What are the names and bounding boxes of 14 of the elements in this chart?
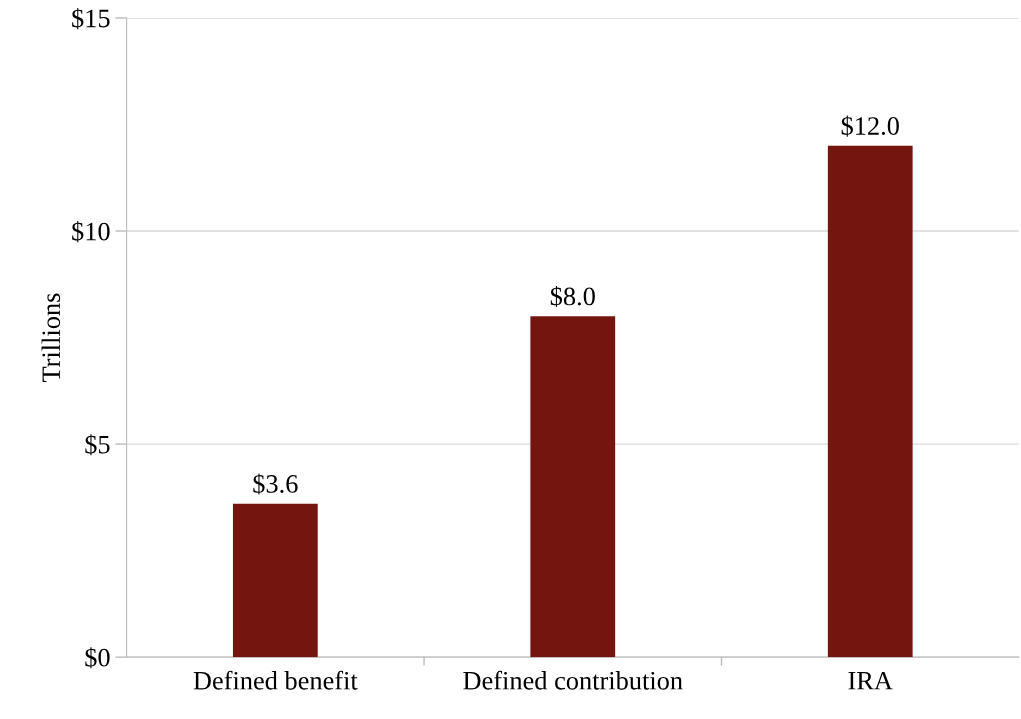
- y-axis-title: Trillions: [41, 293, 61, 383]
- x-tick-label: Defined contribution: [463, 670, 683, 690]
- y-tick-label: $10: [72, 221, 110, 243]
- bar: [232, 503, 318, 658]
- data-label: $8.0: [550, 285, 595, 308]
- x-tick-label: Defined benefit: [193, 670, 358, 690]
- y-tick-label: $15: [72, 8, 110, 30]
- bar: [530, 316, 616, 658]
- data-label: $3.6: [253, 473, 298, 495]
- bar: [827, 145, 913, 658]
- data-label: $12.0: [841, 115, 899, 137]
- y-tick-label: $0: [85, 647, 110, 669]
- x-tick-label: IRA: [848, 671, 893, 690]
- y-tick-label: $5: [85, 434, 110, 456]
